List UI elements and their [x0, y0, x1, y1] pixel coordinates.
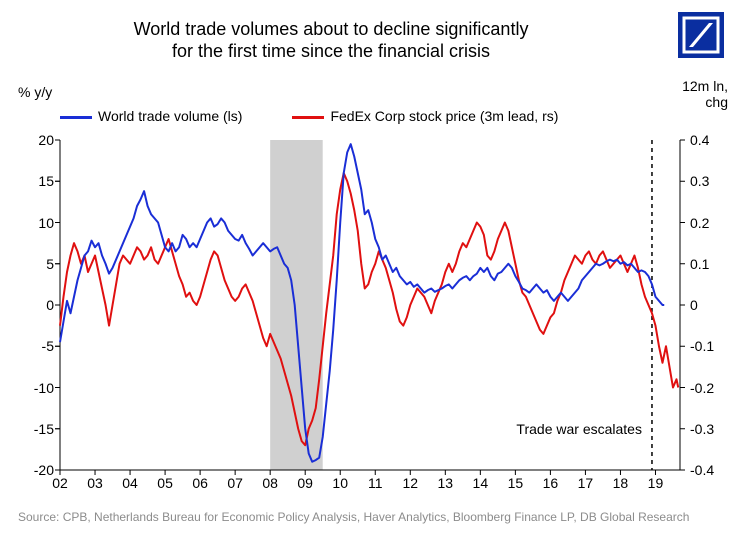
- y-left-tick-label: -20: [18, 462, 54, 478]
- x-tick-label: 12: [402, 475, 418, 491]
- db-logo: [678, 12, 724, 58]
- legend-item: World trade volume (ls): [60, 108, 242, 124]
- x-tick-label: 11: [368, 475, 383, 491]
- x-tick-label: 17: [578, 475, 594, 491]
- y-right-tick-label: 0.4: [690, 132, 730, 148]
- legend-swatch: [292, 116, 324, 119]
- chart-title: World trade volumes about to decline sig…: [0, 18, 662, 62]
- y-left-tick-label: 10: [18, 215, 54, 231]
- y-right-tick-label: -0.1: [690, 338, 730, 354]
- y-right-tick-label: -0.2: [690, 380, 730, 396]
- y-left-tick-label: 20: [18, 132, 54, 148]
- y-right-tick-label: 0.2: [690, 215, 730, 231]
- y-left-tick-label: -15: [18, 421, 54, 437]
- annotation-trade-war: Trade war escalates: [504, 421, 642, 437]
- y-right-tick-label: 0.1: [690, 256, 730, 272]
- x-tick-label: 19: [648, 475, 664, 491]
- chart-legend: World trade volume (ls) FedEx Corp stock …: [60, 108, 692, 124]
- y-left-tick-label: 0: [18, 297, 54, 313]
- x-tick-label: 02: [52, 475, 68, 491]
- y-left-axis-title: % y/y: [18, 84, 52, 100]
- y-left-tick-label: -10: [18, 380, 54, 396]
- y-right-axis-title: 12m ln, chg: [658, 78, 728, 110]
- x-tick-label: 15: [508, 475, 524, 491]
- chart-title-line1: World trade volumes about to decline sig…: [134, 19, 529, 39]
- chart-title-line2: for the first time since the financial c…: [172, 41, 490, 61]
- y-left-tick-label: 15: [18, 173, 54, 189]
- y-right-tick-label: 0.3: [690, 173, 730, 189]
- x-tick-label: 07: [227, 475, 243, 491]
- y-right-tick-label: -0.4: [690, 462, 730, 478]
- y-left-tick-label: -5: [18, 338, 54, 354]
- x-tick-label: 06: [192, 475, 208, 491]
- series-world-trade-line: [60, 144, 664, 462]
- x-tick-label: 09: [297, 475, 313, 491]
- legend-item: FedEx Corp stock price (3m lead, rs): [292, 108, 558, 124]
- x-tick-label: 13: [438, 475, 454, 491]
- x-tick-label: 08: [262, 475, 278, 491]
- x-tick-label: 04: [122, 475, 138, 491]
- chart-source: Source: CPB, Netherlands Bureau for Econ…: [18, 510, 689, 524]
- legend-label: FedEx Corp stock price (3m lead, rs): [330, 108, 558, 124]
- legend-swatch: [60, 116, 92, 119]
- x-tick-label: 03: [87, 475, 103, 491]
- y-right-tick-label: -0.3: [690, 421, 730, 437]
- y-right-tick-label: 0: [690, 297, 730, 313]
- y-left-tick-label: 5: [18, 256, 54, 272]
- legend-label: World trade volume (ls): [98, 108, 242, 124]
- x-tick-label: 10: [332, 475, 348, 491]
- x-tick-label: 14: [473, 475, 489, 491]
- x-tick-label: 18: [613, 475, 629, 491]
- x-tick-label: 05: [157, 475, 173, 491]
- x-tick-label: 16: [543, 475, 559, 491]
